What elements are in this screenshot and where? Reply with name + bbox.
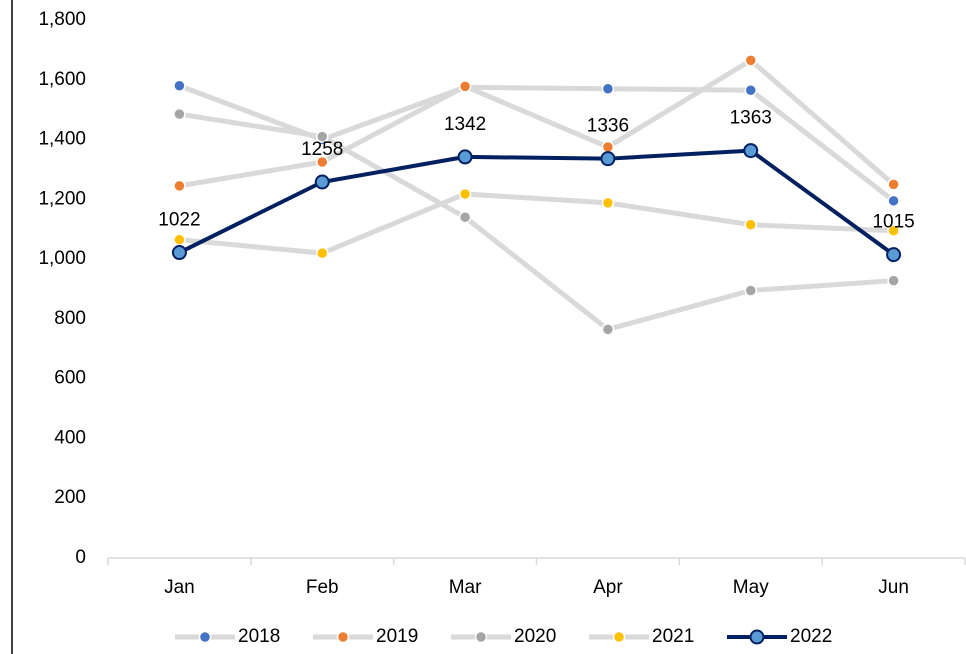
y-tick-label: 1,800 (38, 9, 86, 30)
marker (887, 178, 900, 191)
data-label: 1342 (444, 114, 486, 135)
marker (173, 79, 186, 93)
series-line (178, 83, 896, 203)
marker (173, 107, 186, 121)
y-tick-label: 1,200 (38, 188, 86, 209)
marker (744, 83, 757, 97)
y-tick-label: 400 (54, 427, 86, 448)
legend-label: 2022 (790, 626, 832, 647)
y-tick-label: 0 (75, 547, 86, 568)
y-tick-label: 1,000 (38, 248, 86, 269)
legend-marker (749, 629, 765, 645)
series-line (179, 57, 896, 189)
marker (173, 179, 186, 193)
marker (744, 54, 757, 67)
marker (171, 245, 187, 261)
marker (316, 246, 329, 260)
y-tick-label: 200 (54, 487, 86, 508)
data-label: 1258 (301, 139, 343, 160)
x-tick-label: May (733, 577, 769, 598)
marker (458, 211, 472, 224)
marker (601, 196, 615, 210)
marker (886, 247, 902, 263)
marker (887, 224, 900, 237)
marker (601, 323, 615, 336)
data-label: 1363 (730, 108, 772, 129)
marker (316, 130, 329, 143)
marker (744, 284, 757, 297)
x-tick-label: Jan (164, 577, 195, 598)
x-tick-label: Jun (878, 577, 909, 598)
marker (744, 218, 757, 231)
x-tick-label: Mar (449, 577, 482, 598)
legend-label: 2018 (238, 626, 280, 647)
series-line (179, 111, 894, 332)
y-tick-label: 600 (54, 368, 86, 389)
marker (458, 80, 472, 93)
data-label: 1336 (587, 116, 629, 137)
legend-label: 2019 (376, 626, 418, 647)
x-tick-label: Feb (306, 577, 339, 598)
y-tick-label: 800 (54, 308, 86, 329)
marker (887, 194, 900, 208)
series-line (178, 148, 895, 257)
marker (887, 274, 900, 287)
legend-marker (336, 630, 350, 644)
marker (743, 143, 759, 159)
legend-label: 2021 (652, 626, 694, 647)
legend-marker (474, 630, 488, 644)
x-tick-label: Apr (593, 577, 623, 598)
marker (600, 151, 616, 167)
marker (314, 174, 330, 190)
marker (601, 82, 615, 95)
legend-label: 2020 (514, 626, 556, 647)
marker (316, 155, 329, 169)
legend-marker (612, 630, 626, 644)
marker (458, 187, 472, 201)
y-tick-label: 1,400 (38, 129, 86, 150)
marker (457, 149, 473, 165)
data-label: 1015 (872, 212, 914, 233)
data-label: 1022 (158, 210, 200, 231)
legend-marker (198, 630, 212, 644)
marker (173, 233, 186, 246)
marker (601, 140, 615, 154)
y-tick-label: 1,600 (38, 69, 86, 90)
series-line (179, 191, 894, 256)
